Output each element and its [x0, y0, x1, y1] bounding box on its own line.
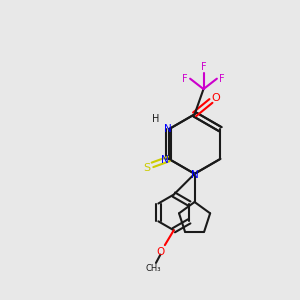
Text: N: N [161, 155, 169, 165]
Text: F: F [201, 62, 206, 72]
Text: CH₃: CH₃ [146, 264, 161, 273]
Text: H: H [152, 114, 159, 124]
Text: F: F [182, 74, 188, 84]
Text: N: N [191, 170, 199, 180]
Text: F: F [219, 74, 225, 84]
Text: N: N [164, 124, 172, 134]
Text: O: O [211, 93, 220, 103]
Text: O: O [156, 247, 164, 257]
Text: S: S [143, 163, 150, 173]
